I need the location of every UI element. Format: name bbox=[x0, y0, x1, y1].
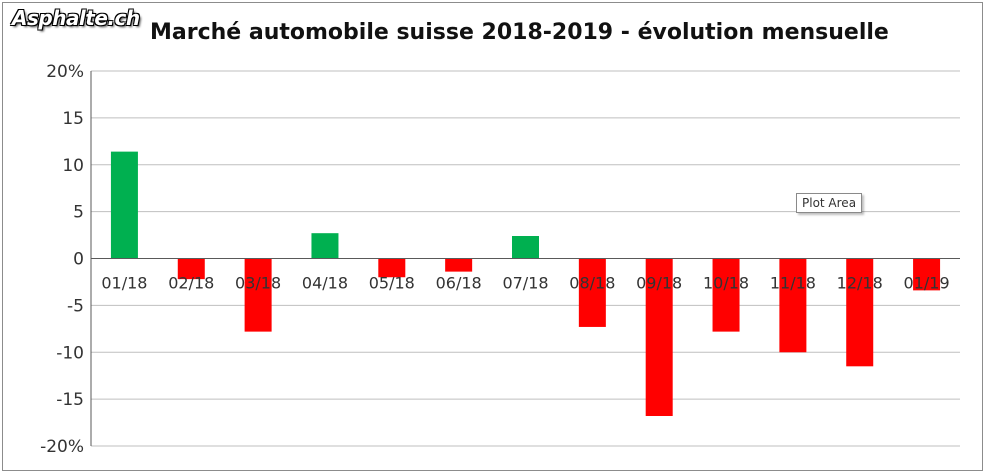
axes bbox=[90, 71, 960, 446]
bars bbox=[110, 151, 941, 416]
x-tick-label: 06/18 bbox=[436, 274, 482, 293]
x-tick-label: 01/18 bbox=[101, 274, 147, 293]
x-tick-label: 09/18 bbox=[636, 274, 682, 293]
y-tick-label: -10 bbox=[56, 343, 84, 363]
bar-06-18 bbox=[445, 258, 473, 272]
plot-area-tooltip: Plot Area bbox=[796, 193, 863, 213]
bar-08-18 bbox=[578, 258, 606, 327]
y-tick-label: 15 bbox=[62, 109, 84, 129]
x-tick-label: 01/19 bbox=[904, 274, 950, 293]
x-tick-label: 04/18 bbox=[302, 274, 348, 293]
y-tick-label: 20% bbox=[46, 62, 84, 82]
x-tick-label: 11/18 bbox=[770, 274, 816, 293]
x-tick-label: 05/18 bbox=[369, 274, 415, 293]
y-tick-label: -20% bbox=[40, 437, 84, 457]
x-tick-label: 02/18 bbox=[168, 274, 214, 293]
y-tick-label: -15 bbox=[56, 390, 84, 410]
chart-title: Marché automobile suisse 2018-2019 - évo… bbox=[150, 20, 889, 45]
bar-04-18 bbox=[311, 233, 339, 259]
bar-01-19 bbox=[913, 258, 941, 291]
gridlines bbox=[91, 70, 960, 447]
bar-02-18 bbox=[177, 258, 205, 280]
x-axis-labels: 01/18 02/18 03/18 04/18 05/18 06/18 07/18 08/18… bbox=[101, 274, 949, 293]
bar-12-18 bbox=[846, 258, 874, 367]
x-tick-label: 03/18 bbox=[235, 274, 281, 293]
bar-01-18 bbox=[110, 151, 138, 259]
bar-10-18 bbox=[712, 258, 740, 332]
y-tick-label: 0 bbox=[73, 250, 84, 270]
x-tick-label: 08/18 bbox=[569, 274, 615, 293]
asphalte-logo: Asphalte.ch bbox=[12, 6, 140, 30]
bar-07-18 bbox=[512, 236, 539, 259]
y-axis-ticks: 20% 15 10 5 0 -5 -10 -15 -20% bbox=[40, 62, 84, 457]
y-tick-label: -5 bbox=[67, 296, 84, 316]
x-tick-label: 10/18 bbox=[703, 274, 749, 293]
bar-05-18 bbox=[378, 258, 406, 278]
y-tick-label: 10 bbox=[62, 156, 84, 176]
bar-11-18 bbox=[779, 258, 807, 353]
x-tick-label: 07/18 bbox=[502, 274, 548, 293]
y-tick-label: 5 bbox=[73, 203, 84, 223]
x-tick-label: 12/18 bbox=[837, 274, 883, 293]
bar-03-18 bbox=[244, 258, 272, 332]
bar-09-18 bbox=[645, 258, 673, 416]
